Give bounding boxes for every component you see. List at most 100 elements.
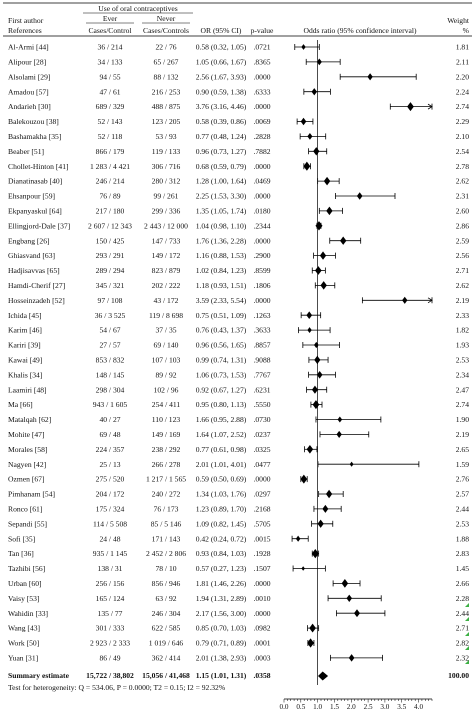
study-weight: 2.71 <box>456 624 469 633</box>
study-ever: 86 / 49 <box>99 654 120 663</box>
study-ever: 935 / 1 145 <box>93 549 128 558</box>
study-never: 856 / 946 <box>152 579 181 588</box>
study-ever: 866 / 179 <box>96 147 125 156</box>
study-weight: 1.88 <box>456 534 469 543</box>
header-group: Use of oral contraceptives <box>98 4 178 13</box>
study-never: 1 217 / 1 565 <box>146 475 186 484</box>
study-author: Sofi [35] <box>8 534 35 543</box>
study-author: Work [50] <box>8 639 39 648</box>
summary-label: Summary estimate <box>8 671 70 680</box>
study-or-ci: 1.05 (0.66, 1.67) <box>196 58 247 67</box>
study-author: Alsolami [29] <box>8 72 50 81</box>
study-author: Karim [46] <box>8 326 42 335</box>
study-p-value: .8365 <box>253 58 270 67</box>
study-author: Mohite [47] <box>8 430 45 439</box>
study-author: Nagyen [42] <box>8 460 46 469</box>
summary-p: .0358 <box>253 671 270 680</box>
study-never: 246 / 304 <box>152 609 181 618</box>
study-ever: 34 / 133 <box>98 58 123 67</box>
study-never: 69 / 140 <box>154 341 179 350</box>
point-estimate-marker <box>349 461 354 467</box>
point-estimate-marker <box>301 566 305 571</box>
study-never: 123 / 205 <box>152 117 181 126</box>
study-or-ci: 1.16 (0.88, 1.53) <box>196 251 247 260</box>
study-author: Bashamakha [35] <box>8 132 61 141</box>
study-author: Ghiasvand [63] <box>8 251 55 260</box>
study-or-ci: 0.68 (0.59, 0.79) <box>196 162 247 171</box>
study-ever: 40 / 27 <box>99 415 120 424</box>
study-or-ci: 1.35 (1.05, 1.74) <box>196 207 247 216</box>
point-estimate-marker <box>322 504 329 513</box>
study-ever: 2 607 / 12 343 <box>88 221 132 230</box>
point-estimate-marker <box>319 251 327 260</box>
study-or-ci: 0.77 (0.48, 1.24) <box>196 132 247 141</box>
point-estimate-marker <box>307 327 312 334</box>
point-estimate-marker <box>354 609 360 618</box>
study-p-value: .0003 <box>253 654 270 663</box>
study-or-ci: 1.06 (0.73, 1.53) <box>196 370 247 379</box>
study-never: 202 / 222 <box>152 281 181 290</box>
point-estimate-marker <box>301 44 306 50</box>
study-never: 216 / 253 <box>152 87 181 96</box>
x-tick-label: 1.5 <box>330 703 339 711</box>
study-weight: 2.66 <box>456 579 469 588</box>
study-p-value: .7767 <box>253 370 270 379</box>
study-weight: 2.71 <box>456 266 469 275</box>
study-author: Ozmen [67] <box>8 475 44 484</box>
study-never: 53 / 93 <box>155 132 176 141</box>
study-never: 2 452 / 2 806 <box>146 549 186 558</box>
study-or-ci: 0.77 (0.61, 0.98) <box>196 445 247 454</box>
study-weight: 2.56 <box>456 251 469 260</box>
study-weight: 2.53 <box>456 519 469 528</box>
study-weight: 1.93 <box>456 341 469 350</box>
study-or-ci: 2.01 (1.01, 4.01) <box>196 460 247 469</box>
study-author: Al-Armi [44] <box>8 43 49 52</box>
study-weight: 2.11 <box>456 58 469 67</box>
study-p-value: .0010 <box>253 594 270 603</box>
study-p-value: .0000 <box>253 162 270 171</box>
study-ever: 293 / 291 <box>96 251 125 260</box>
study-author: Hamdi-Cherif [27] <box>8 281 65 290</box>
study-author: Hosseinzadeh [52] <box>8 296 65 305</box>
study-or-ci: 0.90 (0.59, 1.38) <box>196 87 247 96</box>
study-p-value: .1507 <box>253 564 270 573</box>
x-tick-label: 3.0 <box>380 703 389 711</box>
study-p-value: .0015 <box>253 534 270 543</box>
study-p-value: .5705 <box>253 519 270 528</box>
study-or-ci: 2.01 (1.38, 2.93) <box>196 654 247 663</box>
study-never: 43 / 172 <box>154 296 179 305</box>
study-weight: 2.76 <box>456 475 469 484</box>
study-never: 147 / 733 <box>152 236 181 245</box>
study-never: 149 / 169 <box>152 430 181 439</box>
study-p-value: .2900 <box>253 251 270 260</box>
point-estimate-marker <box>309 623 316 633</box>
study-p-value: .0297 <box>253 490 270 499</box>
study-author: Dianatinasab [40] <box>8 177 62 186</box>
study-author: Ichida [45] <box>8 311 42 320</box>
study-ever: 853 / 832 <box>96 356 125 365</box>
study-never: 76 / 173 <box>154 505 179 514</box>
point-estimate-marker <box>348 654 355 662</box>
study-ever: 47 / 61 <box>99 87 120 96</box>
point-estimate-marker <box>311 385 318 394</box>
study-ever: 148 / 145 <box>96 370 125 379</box>
study-p-value: .0000 <box>253 236 270 245</box>
summary-diamond <box>317 671 329 681</box>
study-ever: 25 / 13 <box>99 460 120 469</box>
point-estimate-marker <box>307 638 315 648</box>
summary-or-ci: 1.15 (1.01, 1.31) <box>196 671 247 680</box>
study-never: 306 / 716 <box>152 162 181 171</box>
study-never: 119 / 8 698 <box>149 311 183 320</box>
study-ever: 275 / 520 <box>96 475 125 484</box>
x-tick-label: 0.5 <box>296 703 305 711</box>
study-ever: 52 / 118 <box>98 132 123 141</box>
study-never: 299 / 336 <box>152 207 181 216</box>
point-estimate-marker <box>341 579 349 588</box>
point-estimate-marker <box>326 206 333 216</box>
point-estimate-marker <box>325 489 333 499</box>
study-weight: 2.54 <box>456 147 469 156</box>
study-weight: 2.47 <box>456 385 469 394</box>
study-never: 2 443 / 12 000 <box>144 221 188 230</box>
study-weight: 2.33 <box>456 311 469 320</box>
